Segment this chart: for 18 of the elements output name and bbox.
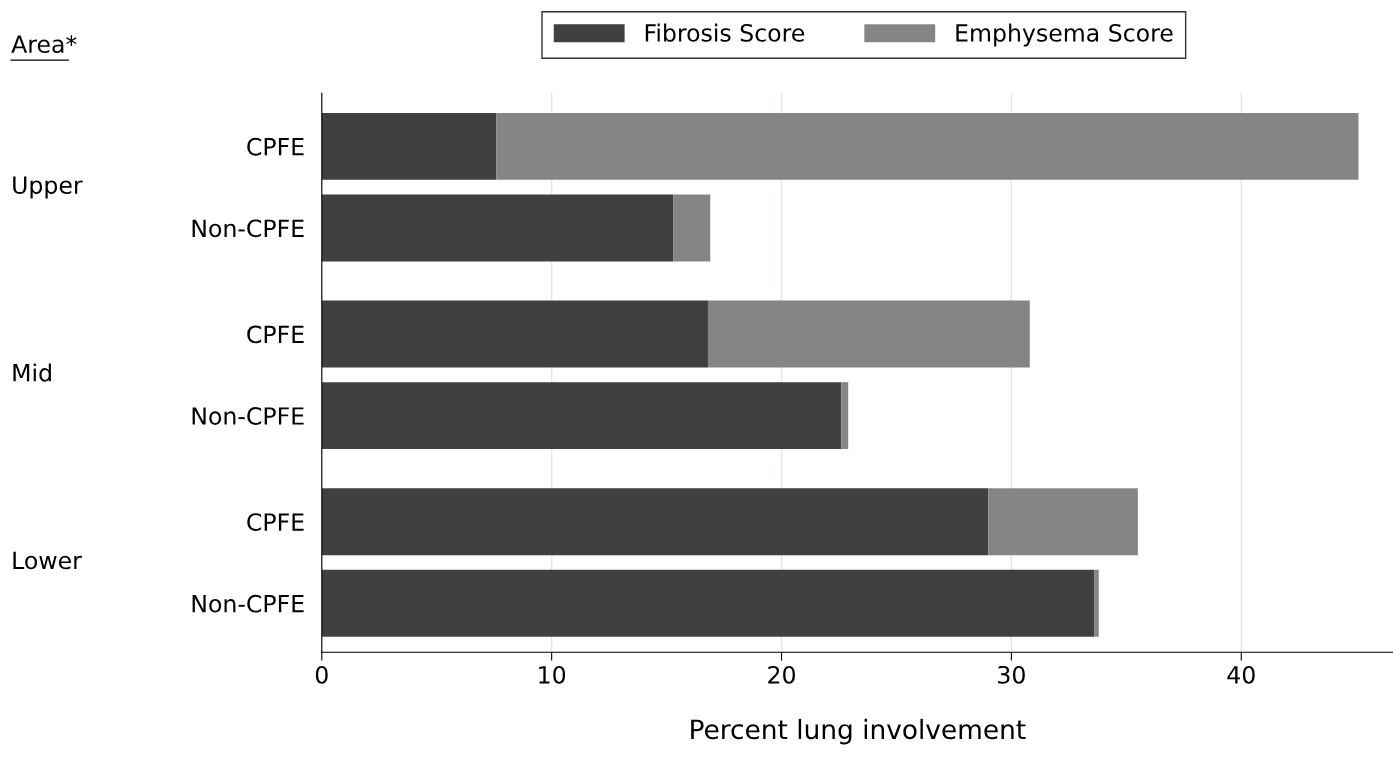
legend-label: Fibrosis Score [645, 23, 805, 42]
text: Mid [13, 363, 51, 382]
y-tick-label: CPFE [247, 137, 304, 156]
x-tick-label: 20 [768, 665, 795, 684]
y-tick-label: CPFE [247, 325, 304, 344]
y-tick-label: Non-CPFE [192, 594, 304, 613]
x-tick-label: 40 [1227, 665, 1255, 684]
y-tick-label: CPFE [247, 513, 304, 532]
text: Area* [11, 35, 77, 54]
y-tick-label: Non-CPFE [192, 219, 304, 238]
legend-label: Emphysema Score [956, 23, 1173, 47]
x-axis-title: Percent lung involvement [691, 718, 1026, 745]
y-tick-label: Non-CPFE [192, 407, 304, 425]
x-tick-label: 30 [998, 665, 1025, 684]
x-tick-label: 10 [539, 665, 566, 684]
text: Upper [13, 176, 83, 199]
text: Lower [13, 551, 82, 570]
x-tick-label: 0 [315, 665, 328, 684]
